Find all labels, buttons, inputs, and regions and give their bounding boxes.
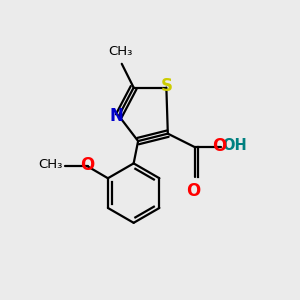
Text: O: O bbox=[212, 136, 227, 154]
Text: N: N bbox=[110, 107, 123, 125]
Text: S: S bbox=[161, 76, 173, 94]
Text: O: O bbox=[186, 182, 200, 200]
Text: CH₃: CH₃ bbox=[38, 158, 63, 171]
Text: OH: OH bbox=[222, 138, 247, 153]
Text: CH₃: CH₃ bbox=[108, 45, 133, 58]
Text: O: O bbox=[80, 156, 95, 174]
